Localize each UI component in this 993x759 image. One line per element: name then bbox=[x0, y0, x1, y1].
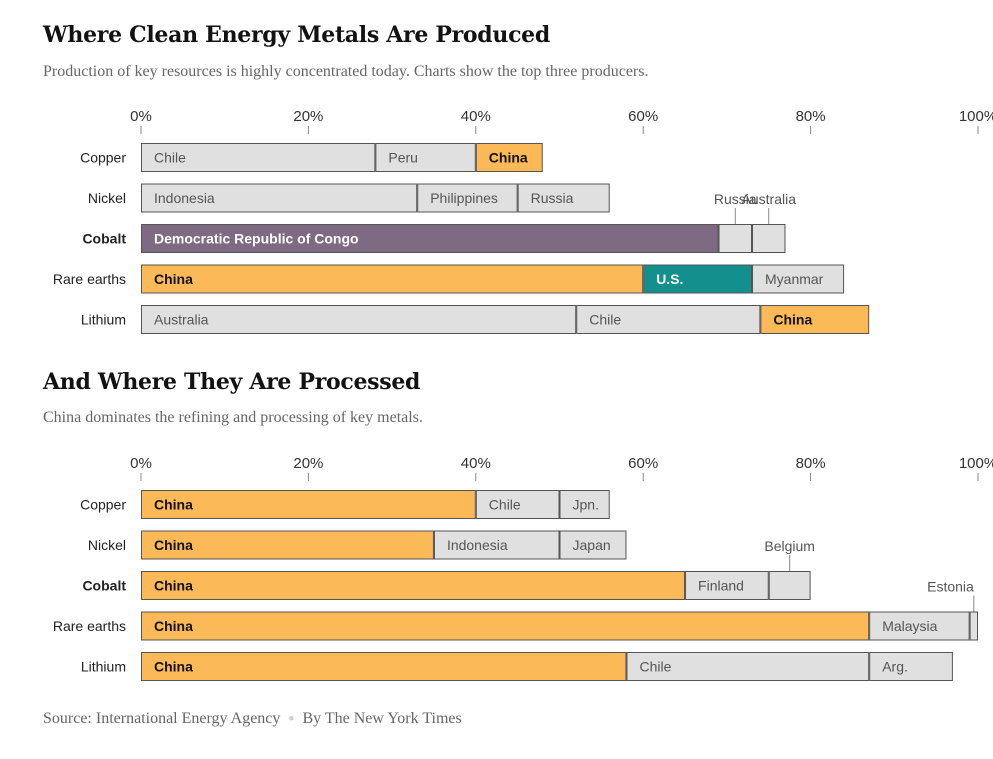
row-label-cobalt: Cobalt bbox=[82, 231, 126, 247]
segment-label-russia: Russia bbox=[714, 191, 757, 207]
tick-label: 80% bbox=[796, 455, 826, 472]
segment-label-jpn: Jpn. bbox=[573, 497, 599, 513]
segment-label-japan: Japan bbox=[573, 537, 611, 553]
segment-label-chile: Chile bbox=[589, 312, 621, 328]
bar-segment-cobalt-china bbox=[141, 571, 686, 600]
processing-title: And Where They Are Processed bbox=[43, 369, 421, 395]
tick-label: 20% bbox=[293, 108, 323, 125]
segment-label-china: China bbox=[154, 618, 193, 634]
bar-segment-cobalt-belgium bbox=[768, 571, 811, 600]
bar-segment-cobalt-democratic-republic-of-congo bbox=[141, 224, 719, 253]
processing-subtitle: China dominates the refining and process… bbox=[43, 409, 423, 426]
bar-segment-copper-chile bbox=[141, 143, 376, 172]
bar-segment-copper-chile bbox=[475, 490, 560, 519]
bar-segment-nickel-japan bbox=[559, 530, 627, 560]
bar-segment-lithium-arg bbox=[869, 652, 953, 681]
row-label-rare-earths: Rare earths bbox=[53, 618, 126, 634]
footer: Source: International Energy Agency ● By T… bbox=[43, 710, 462, 728]
segment-label-indonesia: Indonesia bbox=[447, 537, 508, 553]
bar-segment-rare-earths-malaysia bbox=[869, 611, 970, 641]
production-subtitle: Production of key resources is highly co… bbox=[43, 63, 649, 80]
processing-chart: 0% 20% 40% 60% 80% 100% Copper China Chile Jpn. Ni… bbox=[53, 455, 993, 681]
segment-label-indonesia: Indonesia bbox=[154, 190, 215, 206]
row-label-copper: Copper bbox=[80, 150, 126, 166]
segment-label-china: China bbox=[154, 659, 193, 675]
row-label-lithium: Lithium bbox=[81, 312, 126, 328]
production-chart: 0% 20% 40% 60% 80% 100% Copper Chile Peru China Ni… bbox=[53, 108, 993, 334]
bar-segment-lithium-australia bbox=[141, 305, 577, 334]
tick-label: 100% bbox=[959, 108, 993, 125]
segment-label-australia: Australia bbox=[742, 191, 797, 207]
bar-segment-copper-jpn bbox=[559, 490, 610, 519]
bar-segment-nickel-china bbox=[141, 530, 434, 560]
segment-label-chile: Chile bbox=[639, 659, 671, 675]
segment-label-china: China bbox=[154, 497, 193, 513]
bar-segment-rare-earths-china bbox=[141, 264, 644, 294]
segment-label-estonia: Estonia bbox=[927, 579, 974, 595]
segment-label-arg: Arg. bbox=[882, 659, 908, 675]
segment-label-belgium: Belgium bbox=[764, 538, 815, 554]
segment-label-democratic-republic-of-congo: Democratic Republic of Congo bbox=[154, 231, 359, 247]
production-title: Where Clean Energy Metals Are Produced bbox=[43, 22, 550, 48]
tick-label: 20% bbox=[293, 455, 323, 472]
bar-segment-copper-china bbox=[141, 490, 476, 519]
tick-label: 80% bbox=[796, 108, 826, 125]
segment-label-malaysia: Malaysia bbox=[882, 618, 937, 634]
bar-segment-lithium-china bbox=[760, 305, 870, 334]
tick-label: 60% bbox=[628, 455, 658, 472]
row-label-nickel: Nickel bbox=[88, 537, 126, 553]
tick-label: 0% bbox=[130, 455, 152, 472]
row-label-copper: Copper bbox=[80, 497, 126, 513]
segment-label-myanmar: Myanmar bbox=[765, 271, 824, 287]
segment-label-china: China bbox=[154, 578, 193, 594]
segment-label-peru: Peru bbox=[388, 150, 418, 166]
segment-label-finland: Finland bbox=[698, 578, 744, 594]
segment-label-china: China bbox=[154, 271, 193, 287]
segment-label-china: China bbox=[154, 537, 193, 553]
tick-label: 40% bbox=[461, 455, 491, 472]
row-label-lithium: Lithium bbox=[81, 659, 126, 675]
segment-label-russia: Russia bbox=[531, 190, 574, 206]
segment-label-chile: Chile bbox=[154, 150, 186, 166]
tick-label: 60% bbox=[628, 108, 658, 125]
tick-label: 40% bbox=[461, 108, 491, 125]
bar-segment-rare-earths-china bbox=[141, 611, 870, 641]
tick-label: 0% bbox=[130, 108, 152, 125]
bar-segment-cobalt-russia bbox=[718, 224, 753, 253]
row-label-nickel: Nickel bbox=[88, 190, 126, 206]
bar-segment-copper-peru bbox=[375, 143, 476, 172]
separator-dot: ● bbox=[288, 713, 295, 724]
bar-segment-cobalt-finland bbox=[685, 571, 769, 600]
bar-segment-lithium-china bbox=[141, 652, 627, 681]
segment-label-chile: Chile bbox=[489, 497, 521, 513]
bar-segment-nickel-philippines bbox=[417, 183, 518, 213]
row-label-cobalt: Cobalt bbox=[82, 578, 126, 594]
bar-segment-rare-earths-u-s bbox=[643, 264, 753, 294]
tick-label: 100% bbox=[959, 455, 993, 472]
bar-segment-rare-earths-estonia bbox=[969, 611, 979, 641]
row-label-rare-earths: Rare earths bbox=[53, 271, 126, 287]
bar-segment-nickel-russia bbox=[517, 183, 610, 213]
bar-segment-lithium-chile bbox=[626, 652, 870, 681]
source-note: Source: International Energy Agency bbox=[43, 710, 281, 727]
segment-label-u-s: U.S. bbox=[656, 271, 683, 287]
bar-segment-nickel-indonesia bbox=[433, 530, 560, 560]
bar-segment-cobalt-australia bbox=[752, 224, 786, 253]
segment-label-australia: Australia bbox=[154, 312, 209, 328]
byline: By The New York Times bbox=[302, 710, 462, 727]
bar-segment-nickel-indonesia bbox=[141, 183, 418, 213]
segment-label-philippines: Philippines bbox=[430, 190, 498, 206]
bar-segment-rare-earths-myanmar bbox=[752, 264, 845, 294]
segment-label-china: China bbox=[489, 150, 528, 166]
bar-segment-lithium-chile bbox=[576, 305, 761, 334]
bar-segment-copper-china bbox=[475, 143, 543, 172]
segment-label-china: China bbox=[773, 312, 812, 328]
